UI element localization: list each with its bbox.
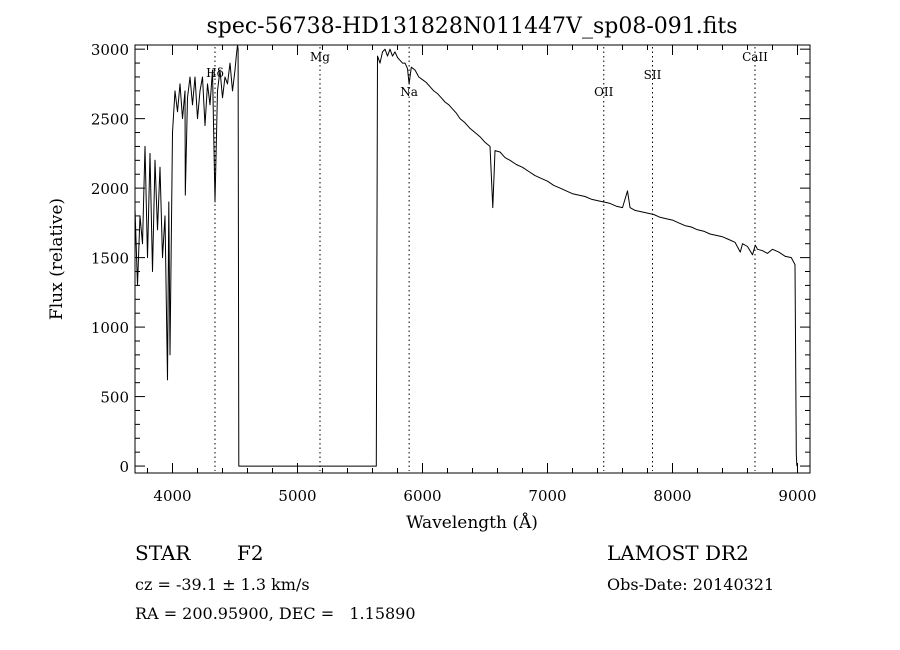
x-tick-label: 5000 — [278, 487, 316, 505]
spectrum-series-line — [134, 44, 798, 467]
x-tick-label: 6000 — [403, 487, 441, 505]
y-tick-label: 1500 — [91, 250, 129, 268]
spectral-line-label: CaII — [742, 50, 768, 64]
x-tick-label: 7000 — [528, 487, 566, 505]
y-tick-label: 0 — [119, 458, 129, 476]
chart-title: spec-56738-HD131828N011447V_sp08-091.fit… — [206, 14, 737, 39]
spectral-line-label: Mg — [310, 50, 330, 64]
spectral-line-label: OII — [594, 85, 614, 99]
y-tick-label: 2000 — [91, 180, 129, 198]
y-tick-label: 2500 — [91, 111, 129, 129]
object-class: STAR — [135, 541, 191, 565]
object-subclass: F2 — [237, 541, 264, 565]
y-tick-label: 1000 — [91, 319, 129, 337]
redshift-text: cz = -39.1 ± 1.3 km/s — [135, 575, 310, 594]
x-axis-label: Wavelength (Å) — [406, 512, 538, 533]
x-tick-label: 4000 — [153, 487, 191, 505]
survey-name: LAMOST DR2 — [607, 541, 749, 565]
plot-frame — [134, 44, 811, 474]
coordinates-text: RA = 200.95900, DEC = 1.15890 — [135, 604, 416, 623]
x-tick-label: 8000 — [653, 487, 691, 505]
y-axis-label: Flux (relative) — [47, 198, 67, 320]
ticks-layer: 4000 5000 6000 7000 8000 9000 0 500 1000 1500 2000… — [91, 41, 817, 505]
spectral-line-label: SII — [644, 68, 662, 82]
y-tick-label: 500 — [100, 389, 129, 407]
y-tick-label: 3000 — [91, 41, 129, 59]
x-tick-label: 9000 — [778, 487, 816, 505]
spectral-line-label: Na — [400, 85, 418, 99]
obs-date-text: Obs-Date: 20140321 — [607, 575, 775, 594]
series-layer — [134, 44, 798, 467]
